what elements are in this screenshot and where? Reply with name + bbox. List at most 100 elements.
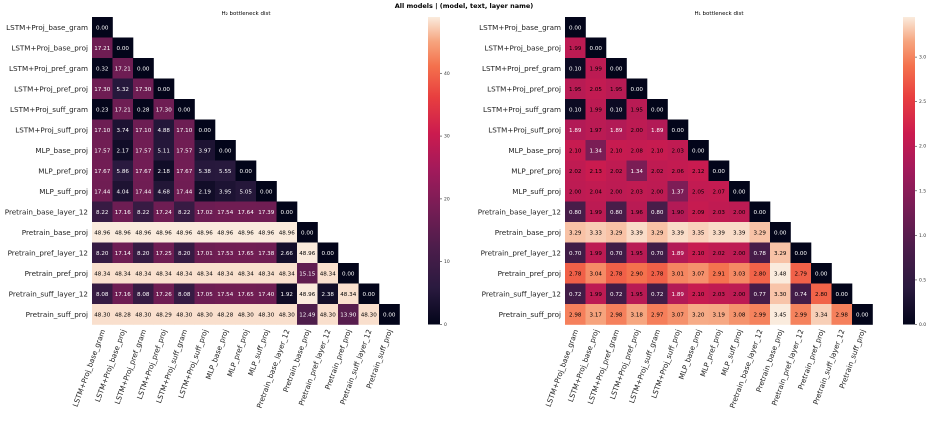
- y-tick-label: LSTM+Proj_base_proj: [11, 43, 88, 52]
- cell-value-label: 1.95: [610, 87, 623, 93]
- cell-value-label: 48.30: [197, 312, 213, 318]
- cell-value-label: 0.00: [96, 25, 109, 31]
- cell-value-label: 8.22: [178, 210, 190, 216]
- cell-value-label: 0.00: [240, 169, 253, 175]
- heatmap-cell: [790, 283, 812, 305]
- heatmap-cell: [585, 283, 607, 305]
- heatmap-cell: [647, 201, 668, 223]
- heatmap-cell: [647, 99, 668, 120]
- cell-value-label: 48.34: [94, 271, 110, 277]
- heatmap-cell: [565, 78, 586, 100]
- heatmap-cell: [276, 283, 298, 305]
- colorbar-tick-label: 1.0: [919, 233, 926, 239]
- cell-value-label: 48.96: [299, 292, 315, 298]
- heatmap-cell: [647, 304, 668, 325]
- cell-value-label: 2.97: [651, 312, 664, 318]
- cell-value-label: 17.30: [94, 87, 110, 93]
- heatmap-cell: [749, 201, 771, 223]
- cell-value-label: 3.19: [713, 312, 726, 318]
- heatmap-cell: [811, 263, 832, 284]
- heatmap-cell: [770, 283, 791, 305]
- y-tick-label: Pretrain_base_layer_12: [478, 207, 561, 216]
- heatmap-cell: [256, 304, 277, 325]
- heatmap-cell: [770, 304, 791, 325]
- cell-value-label: 0.74: [795, 292, 808, 298]
- cell-value-label: 0.00: [672, 128, 685, 134]
- cell-value-label: 17.67: [94, 169, 110, 175]
- heatmap-cell: [92, 283, 113, 305]
- cell-value-label: 3.01: [672, 271, 685, 277]
- heatmap-cell: [729, 283, 750, 305]
- panel-title: H₂ bottleneck dist: [221, 11, 271, 17]
- y-tick-label: Pretrain_pref_layer_12: [481, 248, 561, 257]
- heatmap-cell: [256, 242, 277, 264]
- cell-value-label: 0.00: [342, 271, 355, 277]
- cell-value-label: 2.99: [795, 312, 808, 318]
- cell-value-label: 1.99: [590, 66, 603, 72]
- heatmap-cell: [256, 201, 277, 223]
- cell-value-label: 0.00: [795, 251, 808, 257]
- heatmap-cell: [276, 222, 298, 243]
- cell-value-label: 0.23: [96, 107, 109, 113]
- cell-value-label: 2.03: [713, 210, 726, 216]
- heatmap-cell: [565, 37, 586, 59]
- cell-value-label: 5.55: [219, 169, 232, 175]
- cell-value-label: 0.28: [137, 107, 150, 113]
- heatmap-cell: [729, 201, 750, 223]
- heatmap-cell: [688, 304, 709, 325]
- cell-value-label: 8.22: [96, 210, 108, 216]
- heatmap-cell: [565, 181, 586, 202]
- heatmap-cell: [729, 181, 750, 202]
- cell-value-label: 48.30: [135, 312, 151, 318]
- cell-value-label: 2.17: [117, 148, 130, 154]
- cell-value-label: 4.68: [158, 189, 171, 195]
- cell-value-label: 0.00: [774, 230, 787, 236]
- cell-value-label: 8.22: [137, 210, 149, 216]
- y-tick-label: MLP_suff_proj: [512, 187, 561, 196]
- y-tick-label: Pretrain_base_proj: [495, 228, 561, 237]
- cell-value-label: 8.20: [137, 251, 150, 257]
- heatmap-cell: [194, 201, 216, 223]
- heatmap-cell: [626, 119, 648, 141]
- y-tick-label: LSTM+Proj_base_gram: [479, 23, 561, 32]
- heatmap-cell: [688, 263, 709, 284]
- heatmap-cell: [585, 304, 607, 325]
- cell-value-label: 0.70: [651, 251, 664, 257]
- heatmap-cell: [729, 222, 750, 243]
- heatmap-cell: [565, 263, 586, 284]
- cell-value-label: 2.98: [610, 312, 623, 318]
- heatmap-cell: [174, 304, 195, 325]
- heatmap-cell: [215, 140, 236, 161]
- cell-value-label: 1.99: [590, 251, 603, 257]
- heatmap-cell: [667, 140, 689, 161]
- heatmap-cell: [112, 304, 134, 325]
- cell-value-label: 0.32: [96, 66, 108, 72]
- heatmap-cell: [92, 201, 113, 223]
- heatmap-cell: [749, 222, 771, 243]
- heatmap-cell: [215, 242, 236, 264]
- cell-value-label: 48.30: [238, 312, 254, 318]
- cell-value-label: 3.48: [774, 271, 787, 277]
- heatmap-cell: [647, 283, 668, 305]
- cell-value-label: 0.00: [199, 128, 212, 134]
- heatmap-cell: [297, 304, 318, 325]
- cell-value-label: 2.07: [713, 189, 726, 195]
- heatmap-cell: [338, 304, 359, 325]
- cell-value-label: 5.86: [117, 169, 130, 175]
- heatmap-cell: [276, 263, 298, 284]
- y-tick-label: Pretrain_suff_layer_12: [482, 289, 561, 298]
- cell-value-label: 0.10: [610, 107, 623, 113]
- cell-value-label: 1.89: [610, 128, 623, 134]
- cell-value-label: 2.05: [692, 189, 705, 195]
- heatmap-cell: [729, 304, 750, 325]
- cell-value-label: 48.28: [115, 312, 131, 318]
- cell-value-label: 8.08: [178, 292, 191, 298]
- cell-value-label: 3.18: [631, 312, 644, 318]
- heatmap-cell: [585, 37, 607, 59]
- heatmap-cell: [92, 58, 113, 79]
- cell-value-label: 1.95: [631, 107, 644, 113]
- cell-value-label: 1.89: [569, 128, 582, 134]
- heatmap-cell: [133, 222, 154, 243]
- heatmap-cell: [647, 222, 668, 243]
